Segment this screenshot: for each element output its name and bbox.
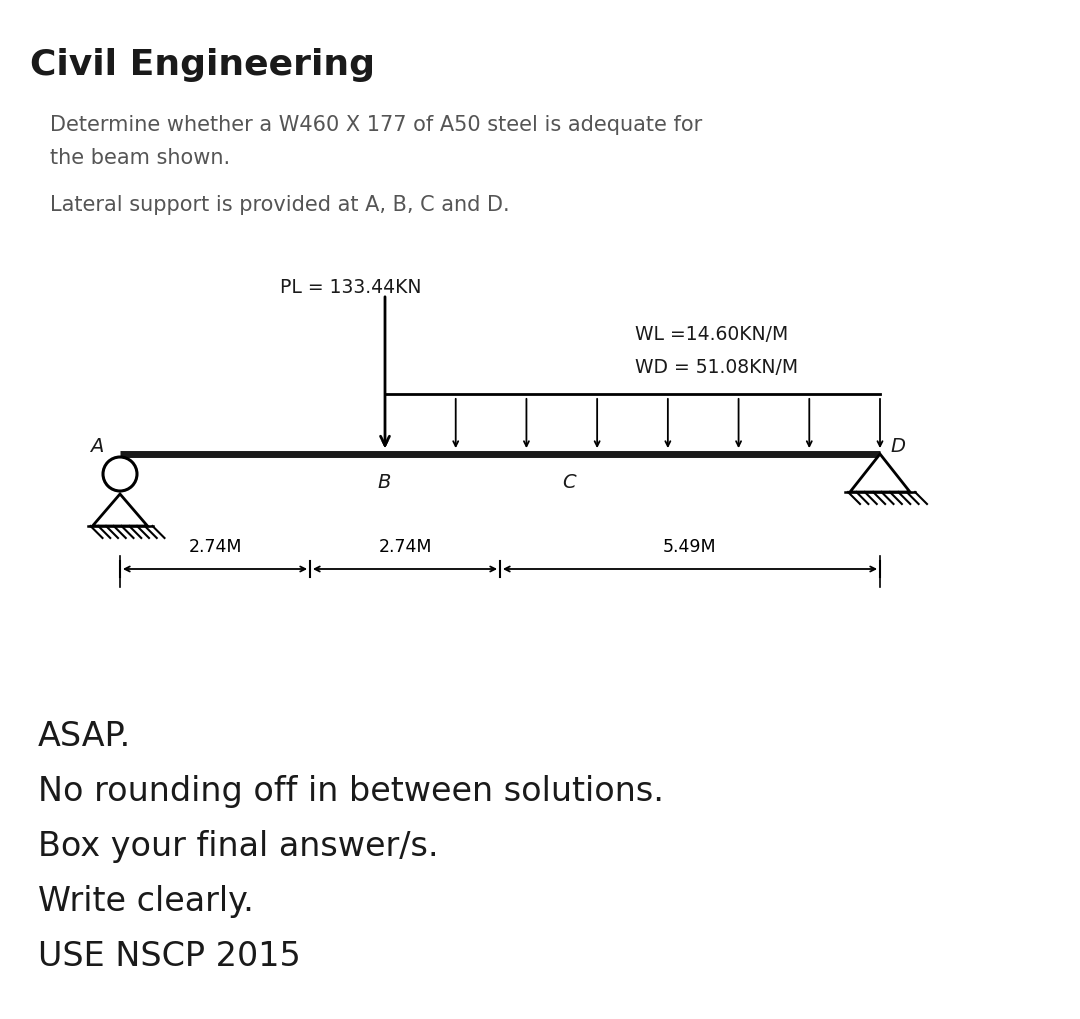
Polygon shape <box>850 454 910 492</box>
Text: Box your final answer/s.: Box your final answer/s. <box>38 829 438 862</box>
Text: WL =14.60KN/M: WL =14.60KN/M <box>635 325 788 343</box>
Text: D: D <box>890 436 905 455</box>
Text: ASAP.: ASAP. <box>38 719 132 752</box>
Text: 2.74M: 2.74M <box>188 537 242 555</box>
Text: A: A <box>90 436 104 455</box>
Text: 5.49M: 5.49M <box>663 537 717 555</box>
Text: WD = 51.08KN/M: WD = 51.08KN/M <box>635 358 798 377</box>
Text: Write clearly.: Write clearly. <box>38 884 254 917</box>
Text: the beam shown.: the beam shown. <box>50 148 230 168</box>
Text: B: B <box>377 473 390 491</box>
Text: 2.74M: 2.74M <box>378 537 432 555</box>
Text: C: C <box>562 473 576 491</box>
Polygon shape <box>93 494 148 527</box>
Text: Determine whether a W460 X 177 of A50 steel is adequate for: Determine whether a W460 X 177 of A50 st… <box>50 115 702 135</box>
Text: PL = 133.44KN: PL = 133.44KN <box>280 278 421 297</box>
Text: USE NSCP 2015: USE NSCP 2015 <box>38 940 300 972</box>
Text: Civil Engineering: Civil Engineering <box>30 48 375 82</box>
Text: Lateral support is provided at A, B, C and D.: Lateral support is provided at A, B, C a… <box>50 195 510 215</box>
Text: No rounding off in between solutions.: No rounding off in between solutions. <box>38 774 664 807</box>
